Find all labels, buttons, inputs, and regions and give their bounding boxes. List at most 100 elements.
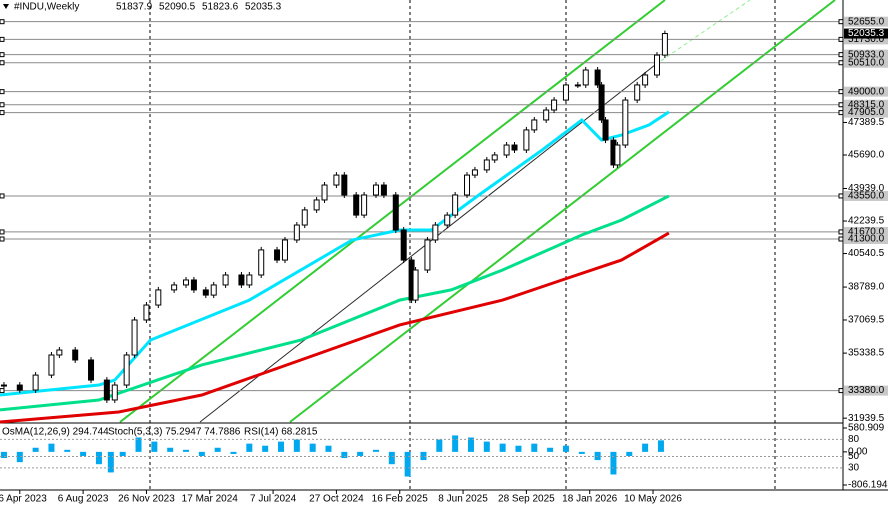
osma-bar [562,445,569,452]
candle [594,69,601,86]
chart-title: #INDU,Weekly [14,2,79,13]
candle [32,374,39,391]
trend-extension [654,0,751,66]
indicator-label: RSI(14) 68.2815 [244,427,318,438]
candle [274,249,281,261]
osma-bar [119,451,126,456]
osma-bar [467,437,474,452]
y-tick-label: 42239.5 [848,216,885,227]
level-label-box [844,107,888,118]
candle [602,119,609,141]
candle [293,224,300,241]
level-label-box [844,190,888,201]
level-label-box [844,49,888,60]
x-tick-label: 7 Jul 2024 [250,494,297,505]
x-tick-label: 16 Apr 2023 [0,494,47,505]
period-separators [149,0,776,490]
candle [424,239,431,271]
level-handle [0,193,5,199]
header-value: 51837.9 [116,2,153,13]
candle [56,349,63,356]
candle [321,184,328,201]
y-tick-label: 38789.0 [848,282,885,293]
level-label-box [844,16,888,27]
indicator-label: Stoch(5,3,3) 75.2947 74.7886 [108,427,241,438]
y-tick-label: 37069.5 [848,315,885,326]
level-handle [0,52,5,58]
candle [155,289,162,306]
level-label: 50510.0 [848,57,885,68]
osma-bar [642,443,649,452]
candle [341,174,348,196]
candle [642,74,649,86]
candle [183,279,190,286]
candle [222,274,229,286]
menu-arrow[interactable] [3,4,9,9]
candle [372,184,379,196]
level-label-box [844,99,888,110]
candle [333,174,340,186]
osma-bar [515,445,522,452]
osma-bar [80,451,87,456]
osma-bar [325,445,332,452]
candle [598,84,605,121]
osma-bar [64,449,71,452]
candle [562,84,569,101]
candle [111,384,118,401]
osma-bar [214,447,221,452]
x-tick-label: 8 Jun 2025 [438,494,488,505]
trend-channel [119,0,836,423]
level-label-box [844,234,888,245]
candle [238,274,245,286]
candle [543,109,550,121]
osma-bar [230,451,237,454]
candle [531,119,538,131]
channel-line [119,0,666,423]
osma-bar [32,447,39,452]
x-tick-label: 16 Feb 2025 [372,494,429,505]
candle [0,384,7,387]
header-value: 52090.5 [159,2,196,13]
level-label: 47905.0 [848,107,885,118]
indicator-level-label: 80 [848,434,860,445]
candle [622,99,629,146]
candle [202,289,209,296]
level-handle [0,229,5,235]
level-label-box [844,86,888,97]
header-value: 52035.3 [245,2,282,13]
candle [471,169,478,176]
osma-bar [531,443,538,452]
level-label-box [844,226,888,237]
level-handle [838,19,844,25]
indicator-tick-label: 0.00 [848,447,868,458]
level-handle [0,236,5,242]
osma-bar [183,449,190,452]
moving-average [0,231,670,424]
indicator-label: OsMA(12,26,9) 294.744 [2,427,109,438]
candle [464,174,471,196]
y-tick-label: 35338.5 [848,348,885,359]
candle [246,274,253,286]
candle [301,209,308,226]
osma-bar [198,451,205,456]
candle [103,379,110,401]
y-tick-label: 43939.0 [848,183,885,194]
candle [171,284,178,291]
candle [444,214,451,226]
level-label-box [844,57,888,68]
level-label: 48315.0 [848,99,885,110]
osma-bar [246,443,253,452]
osma-bar [95,451,102,465]
x-tick-label: 18 Jan 2026 [562,494,617,505]
osma-bar [547,447,554,452]
osma-bar [594,451,601,461]
candle [614,144,621,166]
osma-bar [48,443,55,452]
x-tick-label: 17 Mar 2024 [182,494,239,505]
candle [143,304,150,321]
osma-bar [341,451,348,459]
candle [313,199,320,211]
osma-bar [420,451,427,461]
